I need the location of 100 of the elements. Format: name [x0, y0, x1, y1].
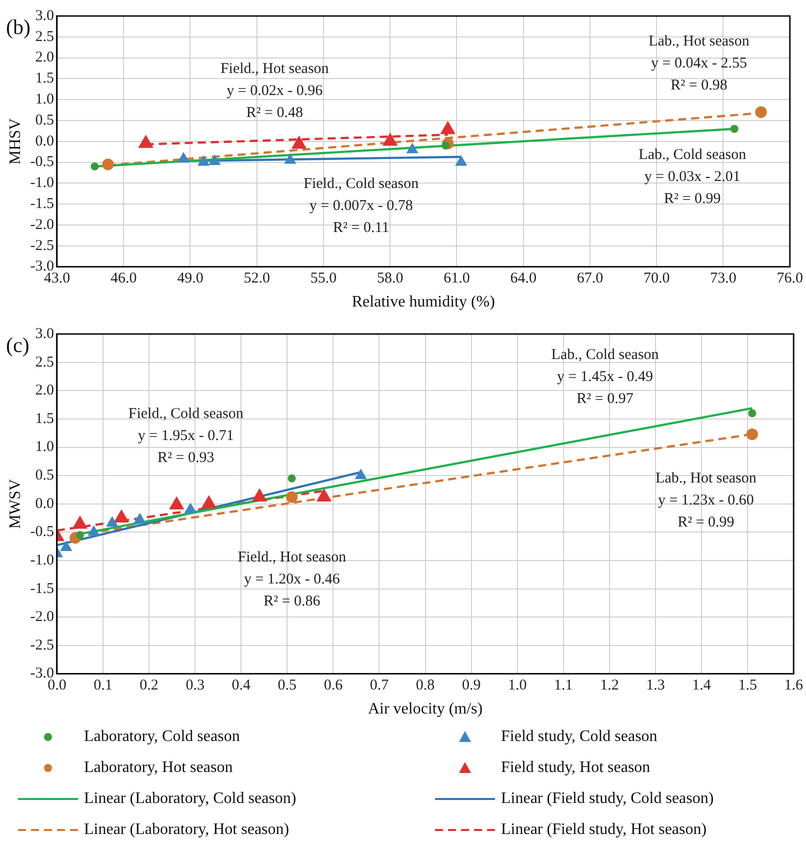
- point: [382, 133, 398, 146]
- annotation: Field., Hot season y = 0.02x - 0.96 R² = 0.48: [220, 61, 330, 122]
- point: [316, 488, 332, 502]
- x-tick-label: 46.0: [110, 270, 137, 287]
- y-tick-label: 0.5: [35, 112, 54, 128]
- annotation: Lab., Cold season y = 1.45x - 0.49 R² = 0.97: [551, 347, 660, 408]
- y-tick-label: -1.5: [30, 580, 54, 597]
- point: [138, 135, 154, 148]
- y-tick-label: -2.0: [30, 609, 54, 626]
- point: [355, 469, 367, 480]
- y-tick-label: 2.5: [35, 28, 54, 45]
- x-tick-label: 1.5: [738, 678, 757, 694]
- point: [184, 503, 196, 514]
- x-tick-label: 73.0: [710, 270, 736, 287]
- x-tick-label: 64.0: [510, 270, 536, 287]
- x-tick-label: 0.7: [370, 678, 390, 694]
- x-tick-label: 43.0: [44, 270, 70, 287]
- x-tick-label: 0.8: [416, 678, 435, 694]
- y-tick-label: 2.5: [35, 354, 54, 370]
- x-axis-title: Air velocity (m/s): [368, 700, 483, 718]
- y-tick-label: -2.5: [30, 238, 54, 254]
- y-tick-label: -2.0: [30, 216, 54, 233]
- x-tick-label: 1.3: [646, 678, 665, 694]
- point: [202, 496, 216, 508]
- x-tick-label: 0.4: [232, 678, 251, 694]
- y-tick-label: 0.0: [35, 496, 54, 512]
- legend-label: Linear (Field study, Hot season): [501, 821, 707, 838]
- x-tick-label: 1.1: [554, 678, 573, 694]
- point: [286, 491, 298, 503]
- annotation: Lab., Cold season y = 0.03x - 2.01 R² = 0.99: [638, 146, 747, 207]
- point: [169, 496, 184, 510]
- point: [284, 154, 296, 164]
- point: [198, 156, 210, 166]
- point: [440, 121, 456, 134]
- point: [72, 516, 88, 529]
- x-tick-label: 58.0: [376, 270, 404, 287]
- point: [755, 106, 767, 118]
- point: [288, 474, 296, 482]
- point: [134, 513, 146, 524]
- x-tick-label: 1.2: [600, 678, 619, 694]
- y-tick-label: 1.5: [35, 70, 54, 87]
- point: [406, 143, 418, 154]
- legend-label: Field study, Hot season: [501, 759, 650, 776]
- point: [748, 409, 756, 418]
- x-tick-label: 76.0: [776, 270, 803, 287]
- x-tick-label: 0.3: [186, 678, 204, 694]
- legend-label: Linear (Laboratory, Cold season): [84, 790, 296, 808]
- point: [106, 516, 118, 527]
- x-tick-label: 0.2: [140, 678, 158, 694]
- annotation: Field., Cold season y = 1.95x - 0.71 R² = 0.93: [128, 406, 244, 466]
- chart-title: (b): [6, 15, 30, 40]
- x-tick-label: 55.0: [310, 270, 337, 287]
- y-tick-label: 1.0: [35, 92, 54, 108]
- annotation: Lab., Hot season y = 0.04x - 2.55 R² = 0.98: [648, 34, 750, 94]
- x-tick-label: 0.0: [48, 678, 66, 694]
- annotation: Field., Hot season y = 1.20x - 0.46 R² = 0.86: [238, 549, 347, 610]
- x-tick-label: 52.0: [244, 270, 270, 287]
- y-tick-label: 0.0: [35, 133, 54, 150]
- legend-label: Field study, Cold season: [501, 728, 658, 746]
- y-axis-title: MWSV: [6, 478, 24, 529]
- y-tick-label: -0.5: [30, 154, 54, 170]
- point: [455, 156, 467, 166]
- point: [88, 526, 100, 536]
- annotation: Field., Cold season y = 0.007x - 0.78 R² = 0.11: [304, 176, 420, 236]
- x-tick-label: 1.0: [508, 678, 527, 694]
- y-tick-label: 2.0: [35, 50, 54, 66]
- y-tick-label: -0.5: [30, 524, 54, 540]
- point: [252, 488, 267, 502]
- point: [114, 510, 129, 522]
- x-tick-label: 61.0: [444, 270, 470, 287]
- x-tick-label: 0.1: [94, 678, 112, 694]
- point: [292, 136, 306, 149]
- legend-label: Laboratory, Cold season: [84, 728, 240, 746]
- x-tick-label: 1.4: [692, 678, 712, 694]
- legend-label: Laboratory, Hot season: [84, 759, 233, 776]
- x-tick-label: 0.5: [278, 678, 297, 694]
- point: [746, 428, 758, 440]
- point: [178, 152, 190, 162]
- x-tick-label: 0.9: [462, 678, 481, 694]
- point: [90, 162, 99, 170]
- y-tick-label: 1.0: [35, 439, 54, 456]
- x-tick-label: 67.0: [576, 270, 604, 287]
- y-tick-label: 1.5: [35, 410, 54, 427]
- y-tick-label: 3.0: [35, 326, 54, 342]
- x-tick-label: 70.0: [643, 270, 670, 287]
- y-tick-label: 2.0: [35, 382, 54, 399]
- point: [208, 154, 220, 165]
- point: [60, 541, 72, 552]
- y-tick-label: -1.0: [30, 552, 54, 568]
- legend-label: Linear (Field study, Cold season): [501, 790, 714, 808]
- y-tick-label: 0.5: [35, 468, 54, 484]
- legend-label: Linear (Laboratory, Hot season): [84, 821, 290, 838]
- y-tick-label: 3.0: [35, 8, 54, 24]
- x-axis-title: Relative humidity (%): [352, 294, 495, 311]
- x-tick-label: 1.6: [784, 678, 804, 694]
- point: [730, 124, 738, 133]
- y-tick-label: -1.0: [30, 175, 54, 192]
- x-tick-label: 49.0: [177, 270, 204, 287]
- y-tick-label: -1.5: [30, 196, 54, 212]
- y-tick-label: -2.5: [30, 637, 54, 654]
